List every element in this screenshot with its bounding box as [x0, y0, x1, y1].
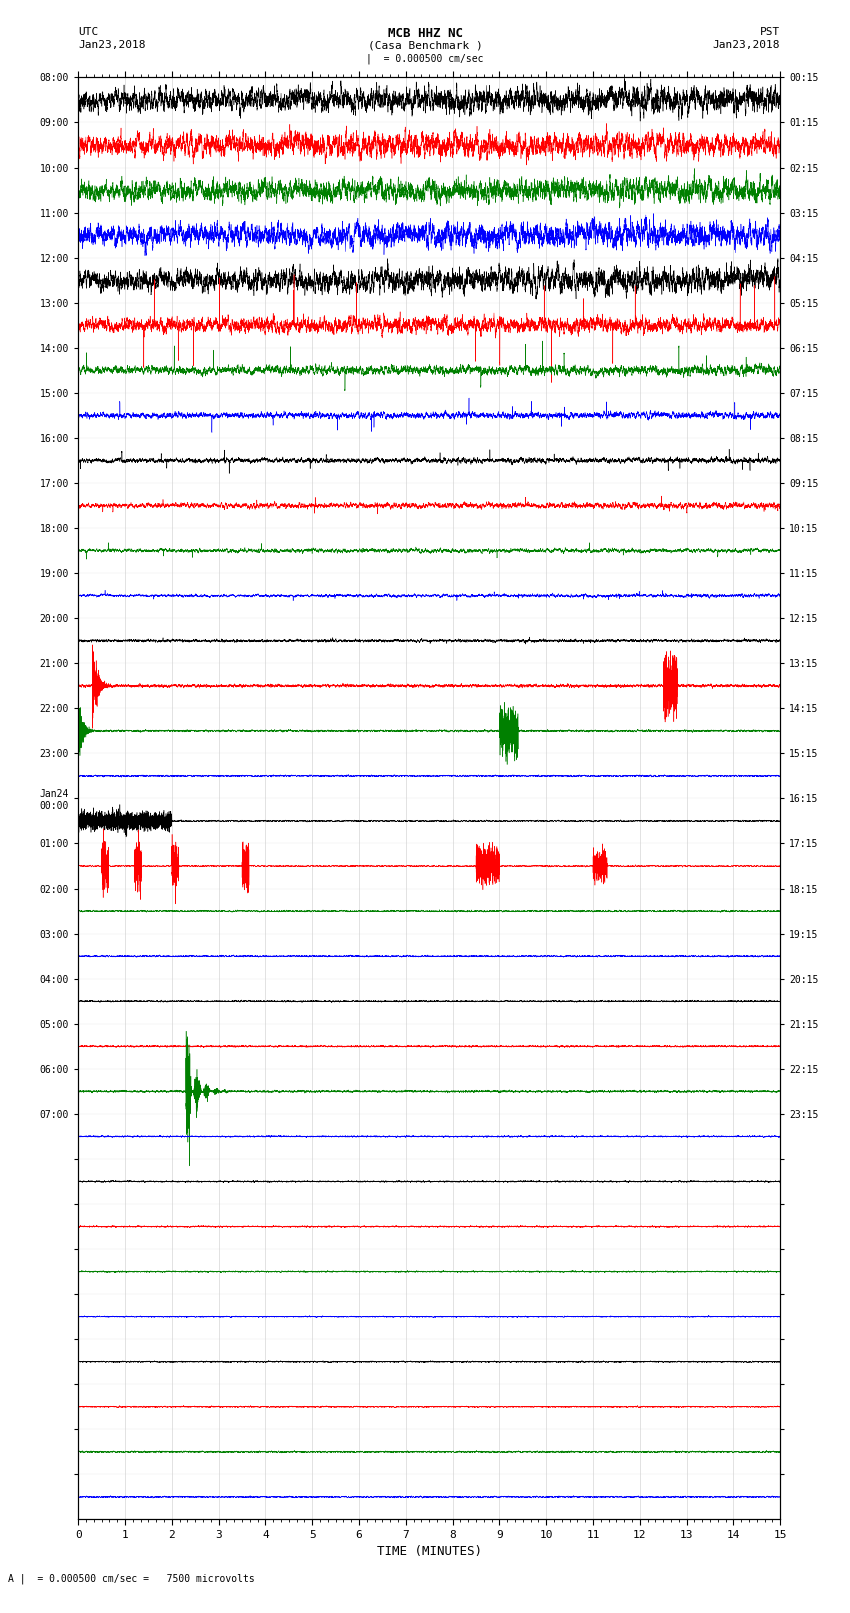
Text: Jan23,2018: Jan23,2018	[78, 40, 145, 50]
Text: (Casa Benchmark ): (Casa Benchmark )	[367, 40, 483, 50]
Text: |  = 0.000500 cm/sec: | = 0.000500 cm/sec	[366, 53, 484, 65]
Text: UTC: UTC	[78, 27, 99, 37]
X-axis label: TIME (MINUTES): TIME (MINUTES)	[377, 1545, 482, 1558]
Text: PST: PST	[760, 27, 780, 37]
Text: A |  = 0.000500 cm/sec =   7500 microvolts: A | = 0.000500 cm/sec = 7500 microvolts	[8, 1573, 255, 1584]
Text: Jan23,2018: Jan23,2018	[713, 40, 780, 50]
Text: MCB HHZ NC: MCB HHZ NC	[388, 27, 462, 40]
